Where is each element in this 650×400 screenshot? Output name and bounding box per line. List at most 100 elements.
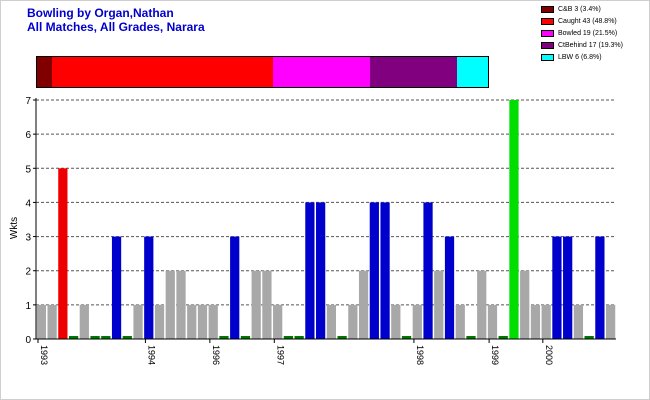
legend-swatch	[541, 30, 554, 37]
bar	[133, 304, 143, 339]
bar	[380, 202, 390, 339]
legend-item-cb: C&B 3 (3.4%)	[541, 4, 649, 16]
legend-label: CtBehind 17 (19.3%)	[558, 42, 623, 49]
bar	[176, 270, 186, 339]
y-tick-labels: 0 1 2 3 4 5 6 7	[25, 96, 31, 346]
bar	[369, 202, 379, 339]
stack-segment-cb	[37, 57, 53, 87]
bar-zero	[466, 336, 476, 339]
bar	[47, 304, 57, 339]
bar	[187, 304, 197, 339]
bar-zero	[337, 336, 347, 339]
bar	[541, 304, 551, 339]
chart-title: Bowling by Organ,Nathan	[27, 6, 174, 20]
bar-zero	[219, 336, 229, 339]
x-year-label: 2000	[544, 345, 554, 365]
stack-segment-ctbehind	[370, 57, 458, 87]
bar	[530, 304, 541, 339]
bar	[208, 304, 218, 339]
bar	[434, 270, 444, 339]
legend: C&B 3 (3.4%) Caught 43 (48.8%) Bowled 19…	[541, 4, 649, 64]
bar	[412, 304, 422, 339]
bar	[58, 168, 68, 339]
dismissal-proportion-bar	[36, 56, 489, 88]
legend-label: Caught 43 (48.8%)	[558, 18, 617, 25]
legend-swatch	[541, 6, 554, 13]
legend-item-lbw: LBW 6 (6.8%)	[541, 52, 649, 64]
stack-segment-caught	[52, 57, 273, 87]
legend-swatch	[541, 54, 554, 61]
stack-segment-bowled	[272, 57, 371, 87]
legend-swatch	[541, 42, 554, 49]
bar-zero	[498, 336, 508, 339]
bar	[477, 270, 487, 339]
axes	[33, 98, 616, 343]
stack-segment-lbw	[457, 57, 488, 87]
bar-zero	[122, 336, 132, 339]
chart-subtitle: All Matches, All Grades, Narara	[27, 20, 205, 34]
y-tick-label: 1	[25, 301, 31, 312]
bar-zero	[283, 336, 294, 339]
bar	[197, 304, 208, 339]
bar-zero	[294, 336, 304, 339]
bar	[595, 236, 605, 339]
bar	[423, 202, 433, 339]
y-tick-label: 6	[25, 130, 31, 141]
bar	[444, 236, 455, 339]
bar	[36, 304, 46, 339]
legend-label: Bowled 19 (21.5%)	[558, 30, 618, 37]
y-axis-label: Wkts	[9, 217, 20, 239]
bar	[487, 304, 498, 339]
bar	[455, 304, 465, 339]
bar-zero	[240, 336, 251, 339]
legend-item-caught: Caught 43 (48.8%)	[541, 16, 649, 28]
bar	[573, 304, 584, 339]
bar-zero	[101, 336, 111, 339]
bar	[262, 270, 272, 339]
legend-label: LBW 6 (6.8%)	[558, 54, 602, 61]
bar	[305, 202, 315, 339]
x-year-label: 1994	[146, 345, 156, 365]
x-year-labels: 1993 1994 1996 1997 1998 1999 2000	[39, 345, 554, 365]
legend-swatch	[541, 18, 554, 25]
y-tick-label: 4	[25, 198, 31, 209]
bar	[326, 304, 336, 339]
bar	[552, 236, 562, 339]
bars	[36, 100, 616, 339]
bar-zero	[584, 336, 594, 339]
x-year-label: 1993	[39, 345, 49, 365]
bar	[316, 202, 326, 339]
bar	[391, 304, 401, 339]
bar	[230, 236, 240, 339]
x-year-label: 1996	[211, 345, 221, 365]
bar	[111, 236, 122, 339]
bar	[79, 304, 89, 339]
x-year-label: 1997	[275, 345, 285, 365]
legend-label: C&B 3 (3.4%)	[558, 6, 601, 13]
bar	[154, 304, 165, 339]
bar	[348, 304, 358, 339]
x-year-label: 1998	[415, 345, 425, 365]
legend-item-ctbehind: CtBehind 17 (19.3%)	[541, 40, 649, 52]
legend-item-bowled: Bowled 19 (21.5%)	[541, 28, 649, 40]
x-year-label: 1999	[490, 345, 500, 365]
grid-lines	[36, 99, 616, 306]
y-tick-label: 5	[25, 164, 31, 175]
y-tick-label: 7	[25, 96, 31, 107]
bar	[273, 304, 283, 339]
bar	[165, 270, 175, 339]
y-tick-label: 3	[25, 233, 31, 244]
y-tick-label: 2	[25, 267, 31, 278]
bar	[144, 236, 154, 339]
bar	[563, 236, 573, 339]
y-tick-label: 0	[25, 335, 31, 346]
bar	[251, 270, 261, 339]
bar-zero	[90, 336, 100, 339]
bar-zero	[68, 336, 79, 339]
bar	[520, 270, 530, 339]
bar	[358, 270, 369, 339]
bar	[509, 100, 519, 339]
bar-zero	[401, 336, 412, 339]
bar	[606, 304, 616, 339]
